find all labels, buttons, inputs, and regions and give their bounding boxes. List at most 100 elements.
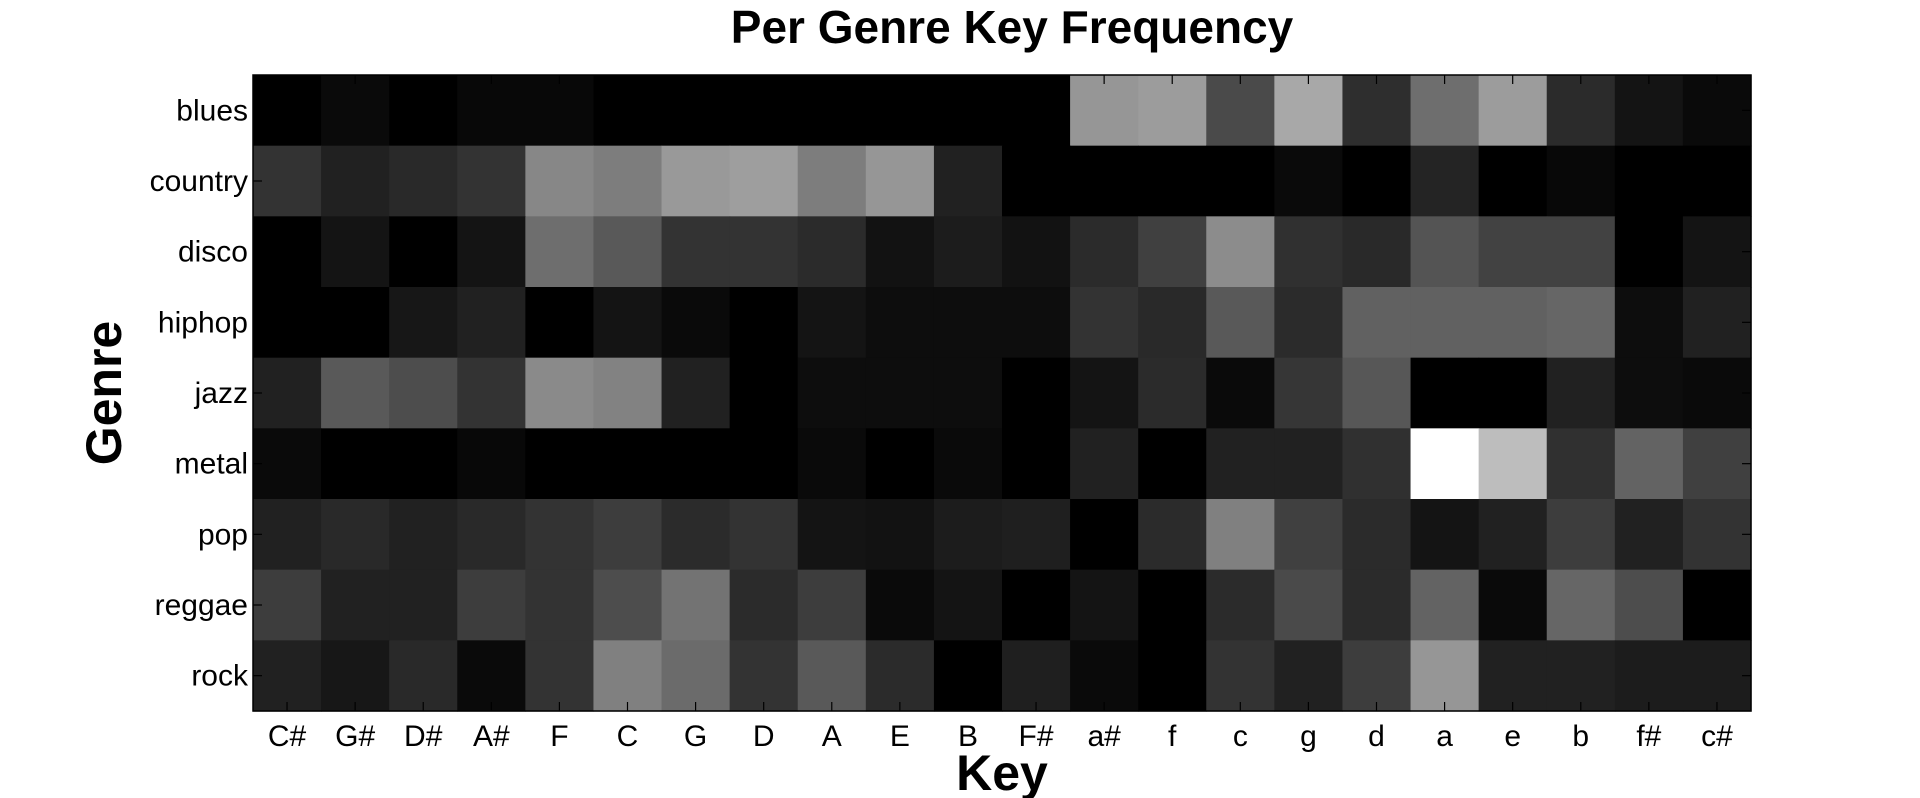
heatmap-cell bbox=[1614, 428, 1684, 500]
heatmap-cell bbox=[797, 145, 867, 217]
heatmap-cell bbox=[1070, 569, 1139, 641]
heatmap-cell bbox=[321, 216, 390, 288]
y-tick-label: disco bbox=[178, 236, 248, 269]
x-tick-label: b bbox=[1572, 720, 1589, 753]
heatmap-cell bbox=[865, 569, 935, 641]
heatmap-cell bbox=[593, 145, 663, 217]
heatmap-cell bbox=[933, 640, 1003, 712]
heatmap-cell bbox=[729, 287, 799, 359]
heatmap-cell bbox=[661, 75, 731, 147]
heatmap-cell bbox=[1682, 145, 1752, 217]
heatmap-cell bbox=[1274, 428, 1344, 500]
heatmap-cell bbox=[1478, 216, 1548, 288]
heatmap-cell bbox=[1138, 216, 1207, 288]
heatmap-cell bbox=[1682, 287, 1752, 359]
x-tick-label: f# bbox=[1636, 720, 1661, 753]
heatmap-cell bbox=[1342, 216, 1412, 288]
heatmap-cell bbox=[661, 357, 731, 429]
heatmap-cell bbox=[661, 428, 731, 500]
x-tick-label: G# bbox=[335, 720, 375, 753]
heatmap-cell bbox=[1410, 75, 1480, 147]
x-tick-label: F bbox=[550, 720, 568, 753]
heatmap-cell bbox=[457, 357, 526, 429]
x-tick-label: D bbox=[753, 720, 775, 753]
heatmap-cell bbox=[321, 75, 390, 147]
heatmap-cell bbox=[1410, 428, 1480, 500]
heatmap-cell bbox=[593, 75, 663, 147]
heatmap-cell bbox=[1070, 145, 1139, 217]
heatmap-cell bbox=[1342, 499, 1412, 571]
heatmap-cell bbox=[1546, 287, 1616, 359]
heatmap-cell bbox=[321, 640, 390, 712]
heatmap-cell bbox=[389, 569, 458, 641]
heatmap-cell bbox=[797, 499, 867, 571]
heatmap-cell bbox=[457, 287, 526, 359]
heatmap-cell bbox=[525, 145, 595, 217]
heatmap-cell bbox=[933, 569, 1003, 641]
heatmap-cell bbox=[1206, 287, 1275, 359]
heatmap-cell bbox=[321, 287, 390, 359]
heatmap-cell bbox=[1478, 640, 1548, 712]
heatmap-cell bbox=[1478, 499, 1548, 571]
heatmap-cell bbox=[1546, 569, 1616, 641]
heatmap-cell bbox=[933, 287, 1003, 359]
heatmap-cell bbox=[865, 357, 935, 429]
heatmap-cell bbox=[797, 640, 867, 712]
heatmap-cell bbox=[1274, 569, 1344, 641]
heatmap-cell bbox=[1274, 75, 1344, 147]
heatmap-cell bbox=[729, 75, 799, 147]
heatmap-cell bbox=[797, 216, 867, 288]
heatmap-cell bbox=[1206, 640, 1275, 712]
y-tick-label: metal bbox=[175, 448, 248, 481]
heatmap-cell bbox=[1002, 75, 1071, 147]
heatmap-cell bbox=[389, 428, 458, 500]
heatmap-cell bbox=[389, 75, 458, 147]
axis-ticks bbox=[253, 75, 1751, 711]
x-tick-label: a bbox=[1436, 720, 1453, 753]
heatmap-cell bbox=[1138, 428, 1207, 500]
heatmap-cell bbox=[1614, 145, 1684, 217]
heatmap-cell bbox=[865, 216, 935, 288]
heatmap-cell bbox=[321, 428, 390, 500]
heatmap-cell bbox=[389, 357, 458, 429]
x-tick-label: g bbox=[1300, 720, 1317, 753]
heatmap-cell bbox=[661, 287, 731, 359]
heatmap-cell bbox=[1614, 287, 1684, 359]
heatmap-cell bbox=[1070, 357, 1139, 429]
heatmap-cell bbox=[1002, 499, 1071, 571]
heatmap-cell bbox=[1478, 75, 1548, 147]
heatmap-cell bbox=[1206, 216, 1275, 288]
heatmap-cell bbox=[525, 75, 595, 147]
heatmap-cell bbox=[253, 75, 322, 147]
heatmap-cell bbox=[865, 640, 935, 712]
x-axis-label: Key bbox=[956, 745, 1048, 798]
heatmap-cell bbox=[1546, 75, 1616, 147]
x-tick-label: e bbox=[1504, 720, 1521, 753]
heatmap-cell bbox=[1478, 145, 1548, 217]
heatmap-cell bbox=[1206, 428, 1275, 500]
heatmap-cell bbox=[593, 640, 663, 712]
heatmap-cell bbox=[1206, 145, 1275, 217]
heatmap-cell bbox=[661, 145, 731, 217]
heatmap-cell bbox=[1002, 640, 1071, 712]
heatmap-cell bbox=[661, 640, 731, 712]
heatmap-cell bbox=[1070, 287, 1139, 359]
heatmap-cell bbox=[253, 357, 322, 429]
heatmap-cell bbox=[1410, 145, 1480, 217]
plot-frame bbox=[252, 74, 1752, 712]
heatmap-cell bbox=[593, 499, 663, 571]
heatmap-cell bbox=[253, 216, 322, 288]
heatmap-cell bbox=[525, 640, 595, 712]
heatmap-cell bbox=[1410, 499, 1480, 571]
heatmap-cell bbox=[389, 499, 458, 571]
heatmap-cell bbox=[1614, 75, 1684, 147]
y-tick-label: country bbox=[150, 165, 248, 198]
heatmap-cell bbox=[253, 428, 322, 500]
heatmap-cell bbox=[1138, 569, 1207, 641]
heatmap-cell bbox=[797, 287, 867, 359]
heatmap-cell bbox=[1614, 569, 1684, 641]
heatmap-cell bbox=[729, 640, 799, 712]
heatmap-cell bbox=[593, 287, 663, 359]
heatmap-cell bbox=[253, 569, 322, 641]
heatmap-cell bbox=[1138, 357, 1207, 429]
